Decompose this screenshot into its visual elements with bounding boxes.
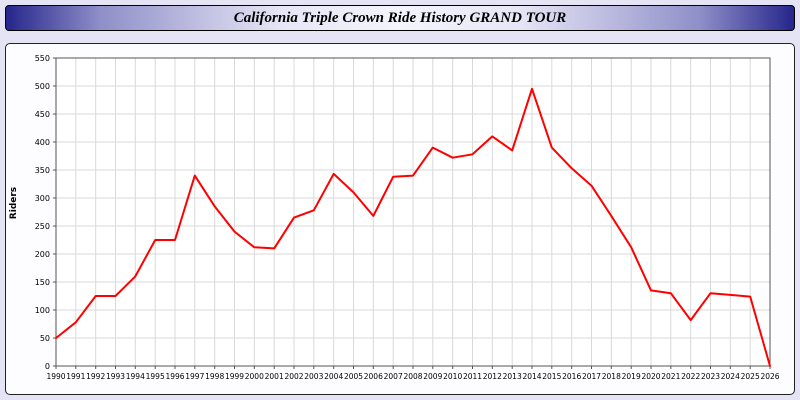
svg-text:2000: 2000	[245, 372, 264, 381]
svg-text:2019: 2019	[622, 372, 641, 381]
svg-text:2004: 2004	[324, 372, 343, 381]
title-bar: California Triple Crown Ride History GRA…	[5, 5, 795, 31]
svg-text:2024: 2024	[721, 372, 740, 381]
svg-text:2014: 2014	[522, 372, 541, 381]
svg-text:2008: 2008	[403, 372, 422, 381]
svg-text:350: 350	[35, 166, 50, 175]
svg-text:2021: 2021	[661, 372, 680, 381]
svg-text:2009: 2009	[423, 372, 442, 381]
svg-text:0: 0	[45, 362, 50, 371]
svg-text:1990: 1990	[46, 372, 65, 381]
svg-text:2023: 2023	[701, 372, 720, 381]
svg-text:550: 550	[35, 54, 50, 63]
svg-text:2005: 2005	[344, 372, 363, 381]
svg-text:1995: 1995	[146, 372, 165, 381]
svg-text:2015: 2015	[542, 372, 561, 381]
svg-text:500: 500	[35, 82, 50, 91]
svg-text:1991: 1991	[66, 372, 85, 381]
svg-text:1996: 1996	[165, 372, 184, 381]
svg-text:2025: 2025	[741, 372, 760, 381]
svg-text:1992: 1992	[86, 372, 105, 381]
svg-text:2010: 2010	[443, 372, 462, 381]
y-axis-label: Riders	[9, 186, 19, 220]
svg-text:2016: 2016	[562, 372, 581, 381]
svg-text:1993: 1993	[106, 372, 125, 381]
svg-text:2006: 2006	[364, 372, 383, 381]
svg-text:2017: 2017	[582, 372, 601, 381]
svg-text:2011: 2011	[463, 372, 482, 381]
svg-text:2020: 2020	[641, 372, 660, 381]
svg-text:1994: 1994	[126, 372, 145, 381]
svg-text:450: 450	[35, 110, 50, 119]
svg-text:50: 50	[40, 334, 50, 343]
svg-text:100: 100	[35, 306, 50, 315]
svg-text:2002: 2002	[284, 372, 303, 381]
riders-line-chart: 1990 1991 1992 1993 1994 1995 1996 1997 1998 1999…	[35, 54, 780, 381]
svg-text:150: 150	[35, 278, 50, 287]
svg-text:250: 250	[35, 222, 50, 231]
svg-text:2003: 2003	[304, 372, 323, 381]
svg-text:200: 200	[35, 250, 50, 259]
series-riders	[55, 87, 771, 367]
svg-text:2018: 2018	[602, 372, 621, 381]
chart-title: California Triple Crown Ride History GRA…	[233, 9, 567, 26]
svg-text:400: 400	[35, 138, 50, 147]
svg-text:2013: 2013	[503, 372, 522, 381]
svg-text:2026: 2026	[760, 372, 779, 381]
svg-text:2007: 2007	[384, 372, 403, 381]
svg-text:2001: 2001	[265, 372, 284, 381]
svg-text:2022: 2022	[681, 372, 700, 381]
svg-text:2012: 2012	[483, 372, 502, 381]
svg-text:1997: 1997	[185, 372, 204, 381]
chart-panel: Riders 1990 1991 1992 1993 1994 1995 1996 1997 1…	[5, 43, 795, 395]
svg-text:1999: 1999	[225, 372, 244, 381]
svg-text:300: 300	[35, 194, 50, 203]
svg-text:1998: 1998	[205, 372, 224, 381]
